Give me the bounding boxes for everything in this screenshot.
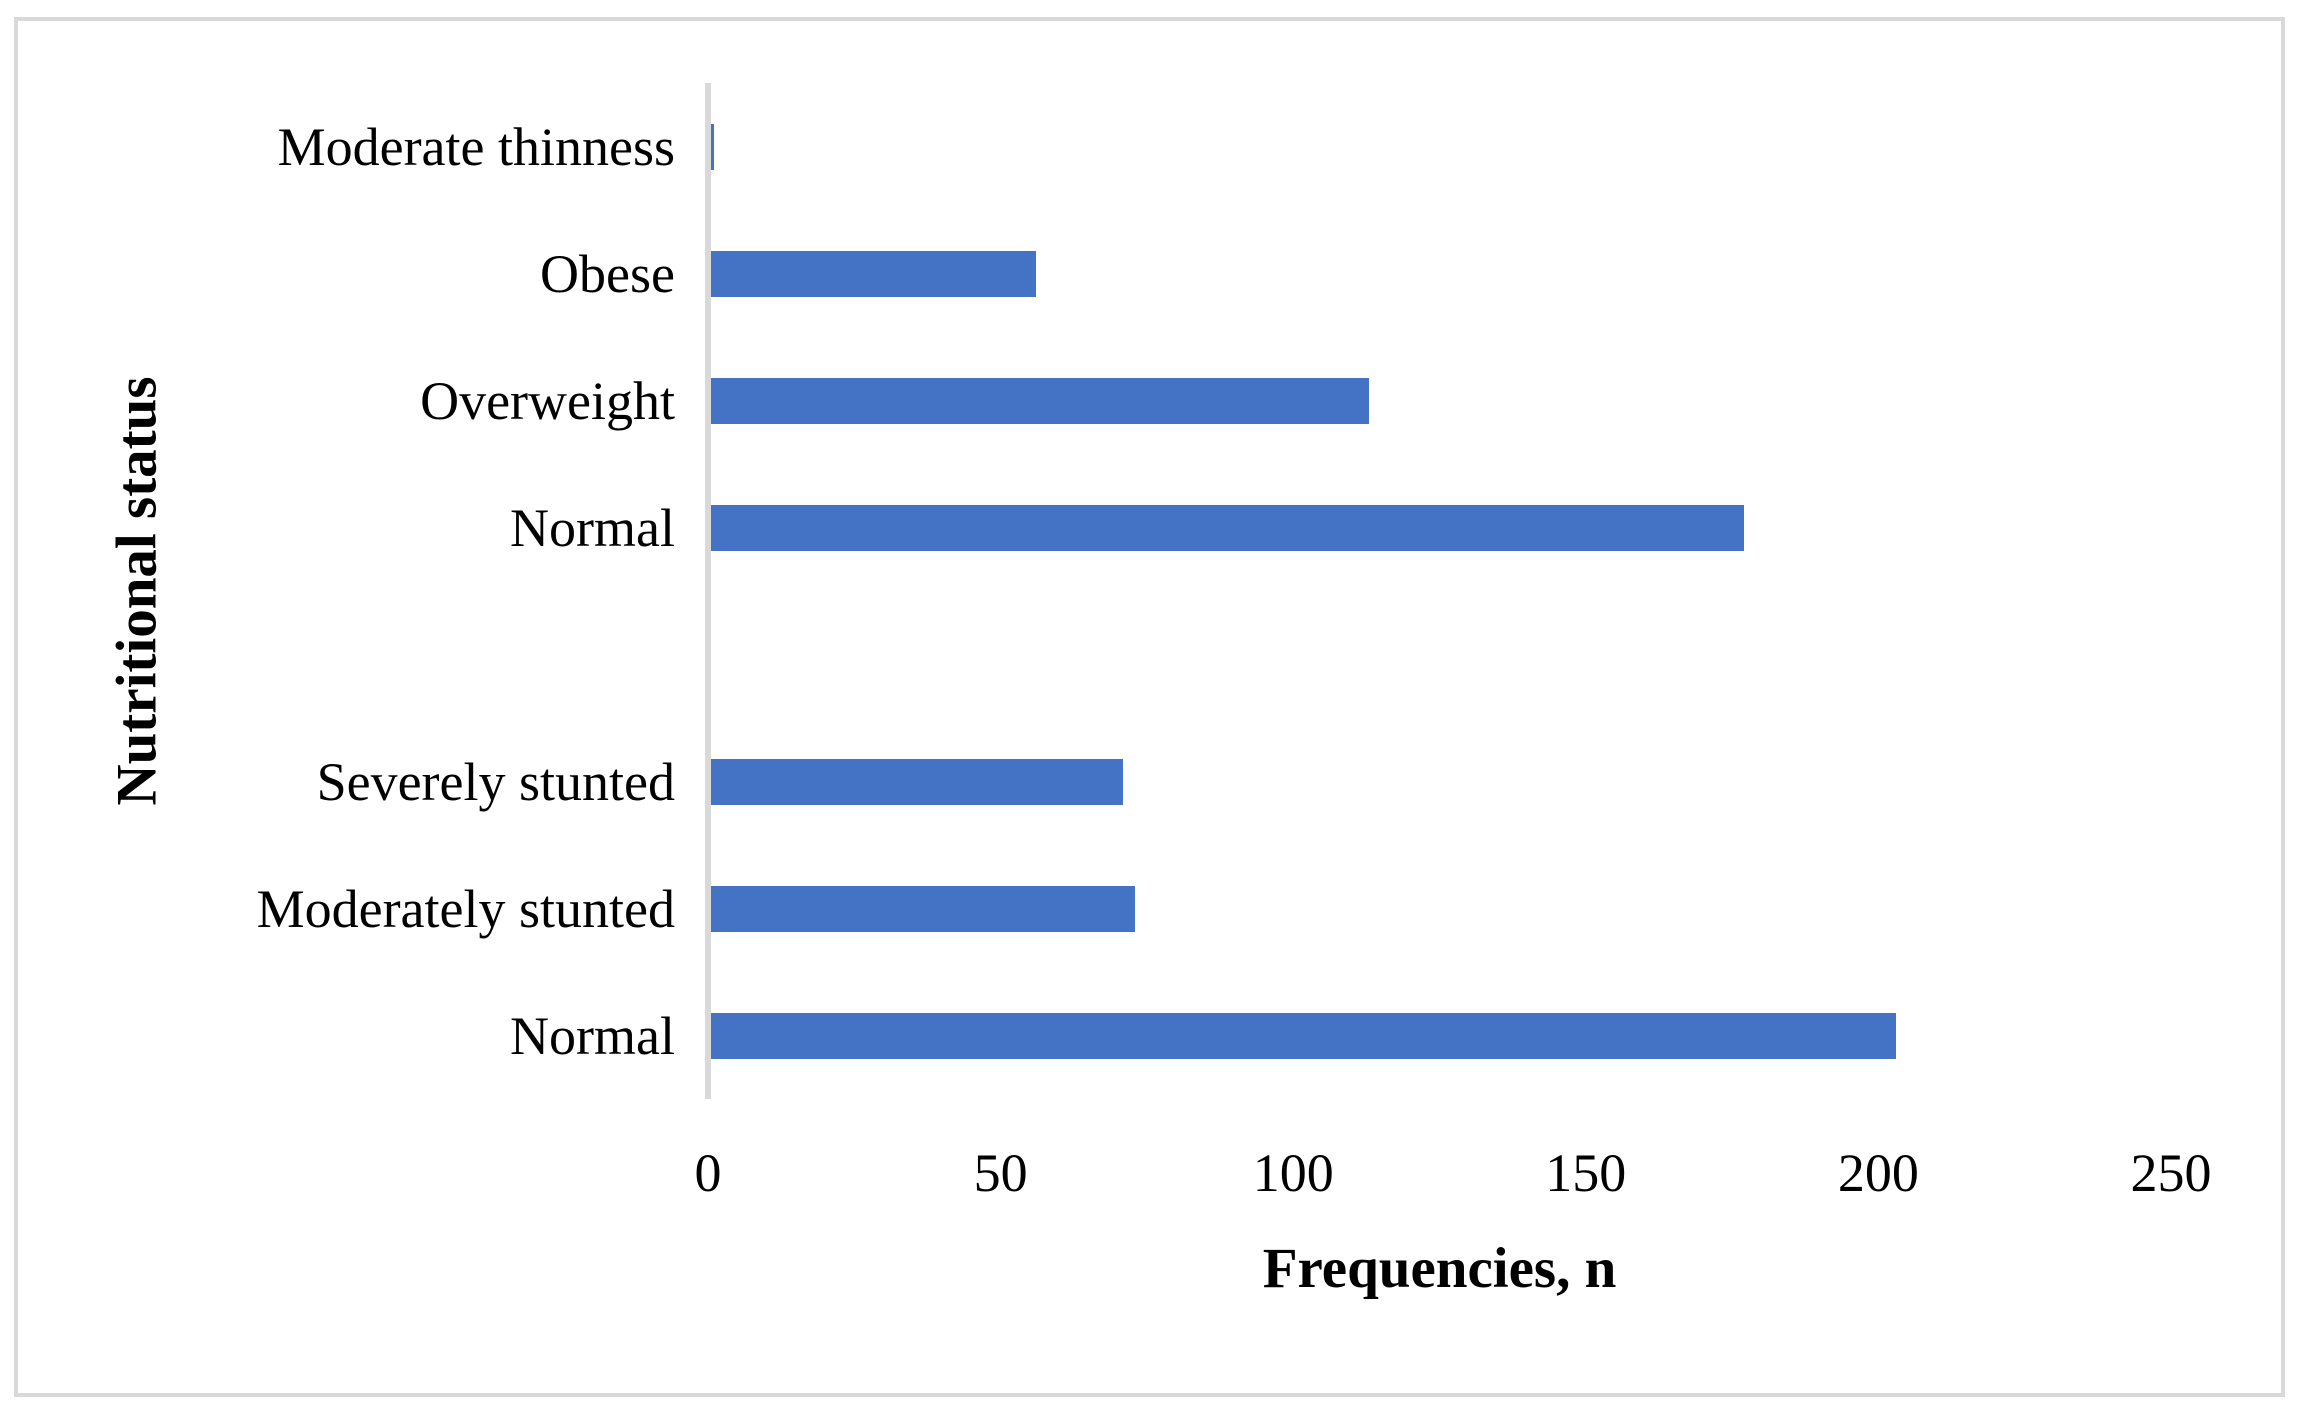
bar [711, 250, 1036, 297]
bar [711, 1012, 1896, 1059]
category-label: Obese [540, 243, 675, 304]
category-label: Moderate thinness [277, 116, 675, 177]
category-label: Normal [510, 497, 675, 558]
category-label: Overweight [420, 370, 675, 431]
bar [711, 758, 1123, 805]
figure-border [14, 17, 2285, 1397]
x-tick-label: 200 [1837, 1143, 1919, 1203]
x-axis-title: Frequencies, n [1262, 1237, 1617, 1300]
y-axis-title: Nutritional status [105, 376, 169, 806]
x-tick-label: 150 [1545, 1143, 1627, 1203]
category-axis-line [705, 83, 711, 1099]
bar [711, 504, 1744, 551]
bar [711, 377, 1369, 424]
x-tick-label: 50 [973, 1143, 1028, 1203]
x-tick-label: 100 [1252, 1143, 1334, 1203]
bar [711, 123, 714, 170]
category-label: Severely stunted [316, 751, 675, 812]
plot-area [705, 83, 2171, 1099]
category-label: Moderately stunted [256, 878, 675, 939]
category-label: Normal [510, 1005, 675, 1066]
x-tick-label: 0 [694, 1143, 722, 1203]
bar [711, 885, 1135, 932]
x-tick-label: 250 [2130, 1143, 2212, 1203]
